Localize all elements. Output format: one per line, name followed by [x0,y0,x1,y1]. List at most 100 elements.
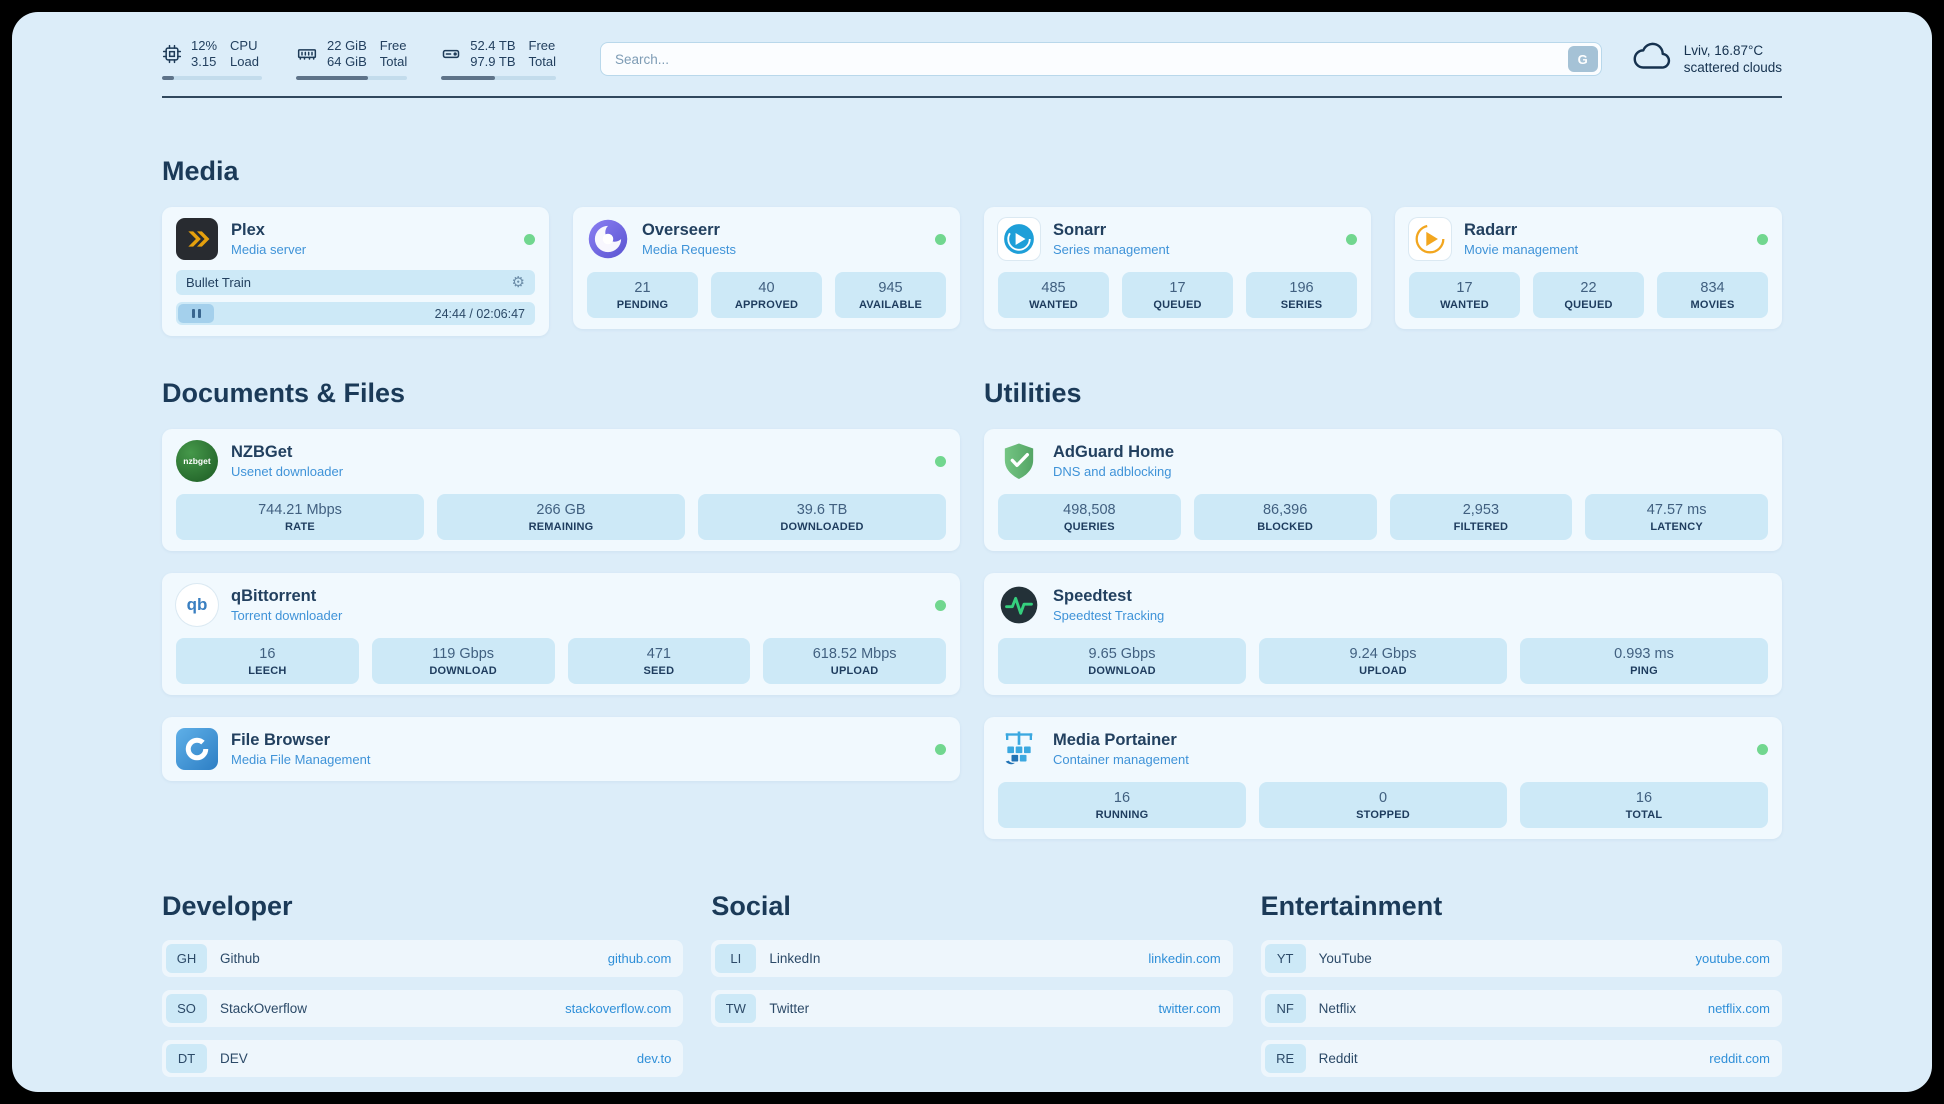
bookmark-linkedin[interactable]: LI LinkedIn linkedin.com [711,940,1233,977]
bookmark-name: DEV [220,1051,248,1066]
adguard-subtitle: DNS and adblocking [1053,464,1172,479]
disk-total: 97.9 TB [470,54,516,69]
stat-box: 266 GB REMAINING [437,494,685,540]
sonarr-title: Sonarr [1053,221,1107,239]
disk-labels: Free Total [529,38,556,70]
stat-box: 39.6 TB DOWNLOADED [698,494,946,540]
speedtest-stats: 9.65 Gbps DOWNLOAD 9.24 Gbps UPLOAD 0.99… [998,638,1768,684]
stat-value: 2,953 [1462,502,1500,518]
nzbget-title: NZBGet [231,443,293,461]
adguard-stats: 498,508 QUERIES 86,396 BLOCKED 2,953 FIL… [998,494,1768,540]
stat-box: 618.52 Mbps UPLOAD [763,638,946,684]
stat-value: 40 [758,280,775,296]
radarr-app-link[interactable]: Radarr Movie management [1409,218,1768,260]
stat-box: 119 Gbps DOWNLOAD [371,638,555,684]
now-playing: Bullet Train ⚙ [176,270,535,295]
plex-title: Plex [231,221,265,239]
topbar-divider [162,96,1782,98]
disk-free: 52.4 TB [470,38,516,53]
plex-icon [176,218,218,260]
overseerr-stats: 21 PENDING 40 APPROVED 945 AVAILABLE [587,272,946,318]
plex-app-link[interactable]: Plex Media server [176,218,535,260]
qbittorrent-app-link[interactable]: qb qBittorrent Torrent downloader [176,584,946,626]
stat-value: 0 [1378,790,1388,806]
stat-box: 471 SEED [567,638,751,684]
stat-box: 17 QUEUED [1122,272,1233,318]
bookmark-dev[interactable]: DT DEV dev.to [162,1040,684,1077]
stat-value: 17 [1456,280,1473,296]
portainer-titles: Media Portainer Container management [1053,731,1189,767]
stat-value: 834 [1700,280,1725,296]
pause-button[interactable] [178,304,214,323]
filebrowser-app-link[interactable]: File Browser Media File Management [176,728,946,770]
nzbget-card: nzbget NZBGet Usenet downloader 744.21 M… [162,429,960,551]
bookmark-name: LinkedIn [769,951,821,966]
bookmark-abbr: YT [1264,944,1306,973]
bookmark-github[interactable]: GH Github github.com [162,940,684,977]
portainer-app-link[interactable]: Media Portainer Container management [998,728,1768,770]
bookmark-netflix[interactable]: NF Netflix netflix.com [1260,990,1782,1027]
nzbget-icon-text: nzbget [183,456,211,466]
filebrowser-icon [176,728,218,770]
stat-value: 16 [1635,790,1653,806]
speedtest-title: Speedtest [1053,587,1132,605]
portainer-subtitle: Container management [1053,752,1189,767]
stat-label: LATENCY [1650,521,1703,533]
qbittorrent-subtitle: Torrent downloader [231,608,343,623]
disk-progress-fill [441,76,496,80]
ram-labels: Free Total [380,38,407,70]
stat-value: 618.52 Mbps [812,646,897,662]
system-stats: 12% 3.15 CPU Load [162,38,556,80]
stat-value: 47.57 ms [1646,502,1707,518]
search-engine-button[interactable]: G [1567,46,1598,72]
stat-label: DOWNLOAD [429,665,497,677]
bookmark-url: dev.to [636,1051,672,1066]
stat-box: 21 PENDING [587,272,698,318]
stat-box: 2,953 FILTERED [1389,494,1573,540]
overseerr-titles: Overseerr Media Requests [642,221,736,257]
status-dot [1346,233,1357,245]
developer-bookmarks: GH Github github.com SO StackOverflow st… [162,940,684,1077]
filebrowser-subtitle: Media File Management [231,752,371,767]
portainer-stats: 16 RUNNING 0 STOPPED 16 TOTAL [998,782,1768,828]
sonarr-icon [998,218,1040,260]
bookmark-stackoverflow[interactable]: SO StackOverflow stackoverflow.com [162,990,684,1027]
weather-location: Lviv, 16.87°C [1683,43,1764,58]
overseerr-icon [587,218,629,260]
stat-box: 744.21 Mbps RATE [176,494,424,540]
adguard-title: AdGuard Home [1053,443,1175,461]
search-input[interactable] [599,42,1602,76]
stat-box: 834 MOVIES [1657,272,1768,318]
sonarr-app-link[interactable]: Sonarr Series management [998,218,1357,260]
adguard-icon [998,440,1040,482]
stat-value: 21 [634,280,651,296]
settings-gear-icon[interactable]: ⚙ [511,274,525,291]
speedtest-icon [998,584,1040,626]
weather-condition: scattered clouds [1683,60,1782,75]
bookmark-abbr: SO [166,994,207,1023]
qbittorrent-title: qBittorrent [231,587,317,605]
radarr-card: Radarr Movie management 17 WANTED 22 QUE… [1395,207,1782,329]
stat-value: 119 Gbps [432,646,495,662]
adguard-app-link[interactable]: AdGuard Home DNS and adblocking [998,440,1768,482]
stat-box: 0.993 ms PING [1520,638,1768,684]
stat-label: RATE [285,521,315,533]
utilities-section: Utilities [984,378,1782,839]
media-cards-row: Plex Media server Bullet Train ⚙ 24:44 /… [162,207,1782,336]
stat-label: WANTED [1029,299,1078,311]
speedtest-app-link[interactable]: Speedtest Speedtest Tracking [998,584,1768,626]
overseerr-app-link[interactable]: Overseerr Media Requests [587,218,946,260]
bookmark-youtube[interactable]: YT YouTube youtube.com [1260,940,1782,977]
stat-label: AVAILABLE [858,299,923,311]
bookmark-reddit[interactable]: RE Reddit reddit.com [1260,1040,1782,1077]
bookmark-twitter[interactable]: TW Twitter twitter.com [711,990,1233,1027]
status-dot [1757,743,1768,755]
player-progressbar[interactable]: 24:44 / 02:06:47 [176,302,535,325]
stat-label: QUEUED [1564,299,1613,311]
stat-box: 47.57 ms LATENCY [1585,494,1768,540]
nzbget-app-link[interactable]: nzbget NZBGet Usenet downloader [176,440,946,482]
entertainment-section-title: Entertainment [1260,891,1443,921]
plex-subtitle: Media server [231,242,307,257]
stat-box: 945 AVAILABLE [835,272,946,318]
overseerr-card: Overseerr Media Requests 21 PENDING 40 A… [573,207,960,329]
